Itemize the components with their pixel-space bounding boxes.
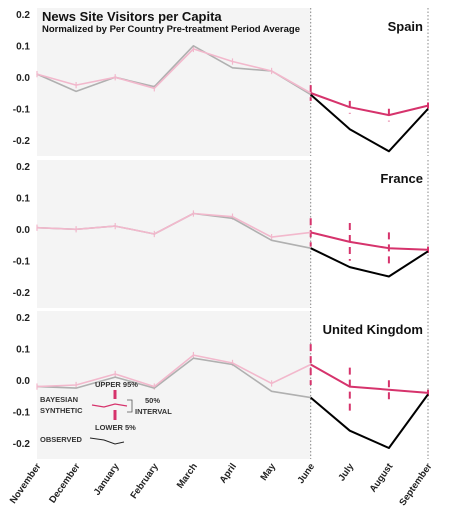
synthetic-line-post xyxy=(310,231,429,251)
country-label: Spain xyxy=(388,19,423,34)
x-tick-label: February xyxy=(128,461,161,501)
legend-observed-line xyxy=(89,437,125,445)
y-tick-label: -0.2 xyxy=(13,439,31,450)
x-axis: November December January February March Apri… xyxy=(8,461,435,508)
legend-bayesian-label: BAYESIAN xyxy=(40,395,78,404)
observed-line-post xyxy=(310,93,429,153)
y-tick-label: 0.2 xyxy=(16,162,30,173)
y-tick-label: 0.1 xyxy=(16,193,30,204)
legend-synthetic-line xyxy=(91,403,128,408)
synthetic-line-post xyxy=(310,92,429,117)
pretreatment-shade xyxy=(37,311,311,459)
synthetic-line-pre xyxy=(36,354,312,388)
legend-50-label: 50% xyxy=(145,396,160,405)
y-tick-label: -0.1 xyxy=(13,256,31,267)
pretreatment-shade xyxy=(37,8,311,156)
x-tick-label: March xyxy=(175,461,200,490)
x-tick-label: November xyxy=(8,461,44,506)
legend: UPPER 95% BAYESIAN SYNTHETIC 50% INTERVA… xyxy=(40,380,172,445)
y-tick-label: -0.1 xyxy=(13,407,31,418)
y-tick-label: 0.0 xyxy=(16,73,30,84)
y-tick-label: -0.1 xyxy=(13,104,31,115)
legend-observed-label: OBSERVED xyxy=(40,435,83,444)
panel-united-kingdom: -0.2 -0.1 0.0 0.1 0.2 United Kingdom xyxy=(13,311,429,459)
x-tick-label: July xyxy=(336,461,356,483)
y-tick-label: -0.2 xyxy=(13,288,31,299)
x-tick-label: September xyxy=(397,461,434,508)
observed-line-pre xyxy=(36,44,312,96)
x-tick-label: May xyxy=(258,461,278,483)
chart-subtitle: Normalized by Per Country Pre-treatment … xyxy=(42,24,300,35)
y-tick-label: 0.2 xyxy=(16,313,30,324)
legend-synthetic-label: SYNTHETIC xyxy=(40,406,83,415)
country-label: France xyxy=(380,171,423,186)
x-tick-label: December xyxy=(47,461,83,505)
legend-upper-label: UPPER 95% xyxy=(95,380,138,389)
legend-interval-bracket xyxy=(127,399,133,413)
country-label: United Kingdom xyxy=(323,322,423,337)
x-tick-label: June xyxy=(295,461,317,485)
panel-france: -0.2 -0.1 0.0 0.1 0.2 France xyxy=(13,160,429,308)
x-tick-label: January xyxy=(92,461,122,498)
synthetic-line-pre xyxy=(36,212,311,238)
observed-line-post xyxy=(310,393,429,449)
chart-panels: -0.2 -0.1 0.0 0.1 0.2 Spain -0.2 -0.1 0.0 0.1 0.2 F… xyxy=(13,8,429,459)
y-tick-label: 0.0 xyxy=(16,225,30,236)
y-tick-label: 0.1 xyxy=(16,41,30,52)
observed-line-post xyxy=(310,247,429,278)
y-tick-label: -0.2 xyxy=(13,136,31,147)
x-tick-label: August xyxy=(368,461,396,495)
legend-lower-label: LOWER 5% xyxy=(95,423,136,432)
legend-interval-label: INTERVAL xyxy=(135,407,172,416)
observed-line-pre xyxy=(36,357,311,399)
y-tick-label: 0.2 xyxy=(16,10,30,21)
y-tick-label: 0.0 xyxy=(16,376,30,387)
x-tick-label: April xyxy=(218,461,239,485)
synthetic-line-post xyxy=(310,363,429,394)
y-tick-label: 0.1 xyxy=(16,344,30,355)
panel-spain: -0.2 -0.1 0.0 0.1 0.2 Spain xyxy=(13,8,429,156)
chart-title: News Site Visitors per Capita xyxy=(42,9,222,24)
synthetic-line-pre xyxy=(36,48,312,94)
pretreatment-shade xyxy=(37,160,311,308)
